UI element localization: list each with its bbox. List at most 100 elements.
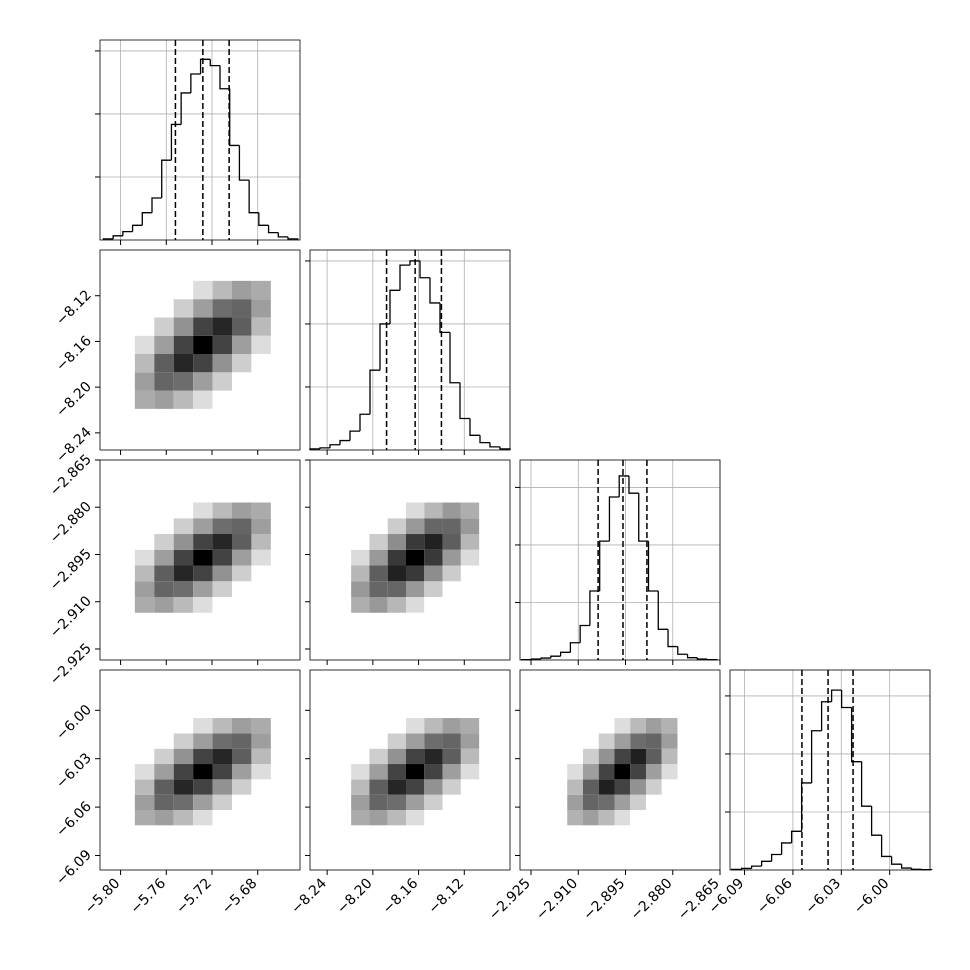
density-cell xyxy=(582,779,599,795)
panel-frame xyxy=(309,249,511,451)
density-cell xyxy=(193,779,213,795)
density-cell xyxy=(173,390,194,409)
histogram-bin xyxy=(277,232,288,238)
density-cell xyxy=(567,718,583,734)
density-cell xyxy=(134,733,155,749)
density-cell xyxy=(232,372,252,391)
density-cell xyxy=(369,733,388,749)
density-cell xyxy=(154,810,174,826)
density-cell xyxy=(154,502,174,519)
density-cell xyxy=(154,748,174,765)
panel-frame xyxy=(519,669,721,871)
panel-frame xyxy=(309,459,511,661)
density-cell xyxy=(614,779,631,795)
density-cell xyxy=(212,502,232,519)
x-tick-label: −5.68 xyxy=(219,876,261,918)
density-cell xyxy=(645,764,662,780)
density-cell xyxy=(251,549,271,566)
histogram-bin xyxy=(657,590,669,630)
density-cell xyxy=(598,810,615,826)
density-cell xyxy=(193,764,213,780)
density-cell xyxy=(154,518,174,535)
density-cell xyxy=(614,810,631,826)
density-cell xyxy=(232,518,252,535)
density-cell xyxy=(387,565,406,582)
histogram-bin xyxy=(900,864,912,869)
density-cell xyxy=(598,764,615,780)
density-cell xyxy=(134,597,155,613)
density-cell xyxy=(614,794,631,810)
density-cell xyxy=(193,718,213,734)
density-cell xyxy=(630,764,646,780)
density-cell xyxy=(630,779,646,795)
density-cell xyxy=(232,794,252,810)
histogram-bin xyxy=(359,413,370,432)
density-cell xyxy=(134,581,155,598)
density-cell xyxy=(212,280,232,300)
density-cell xyxy=(598,779,615,795)
density-cell xyxy=(406,597,425,613)
density-cell xyxy=(582,794,599,810)
density-cell xyxy=(232,280,252,300)
density-cell xyxy=(460,764,480,780)
density-cell xyxy=(406,733,425,749)
density-cell xyxy=(173,597,194,613)
density-cell xyxy=(154,549,174,566)
density-cell xyxy=(232,748,252,765)
x-tick-label: −2.880 xyxy=(628,876,676,924)
density-cell xyxy=(134,317,155,336)
histogram-bin xyxy=(287,236,299,240)
density-cell xyxy=(369,779,388,795)
density-cell xyxy=(661,764,678,780)
density-cell xyxy=(406,518,425,535)
x-tick-label: −2.895 xyxy=(580,876,628,924)
x-tick-label: −8.16 xyxy=(380,875,422,917)
histogram-bin xyxy=(750,865,762,869)
histogram-bin xyxy=(449,332,460,384)
density-cell xyxy=(154,597,174,613)
density-cell xyxy=(173,534,194,550)
histogram-bin xyxy=(429,277,440,304)
x-tick-label: −8.24 xyxy=(288,875,330,917)
density-cell xyxy=(351,502,370,519)
density-cell xyxy=(154,317,174,336)
density-cell xyxy=(173,335,194,354)
density-cell xyxy=(134,502,155,519)
histogram-bin xyxy=(399,264,410,291)
density-cell xyxy=(134,748,155,765)
density-cell xyxy=(232,502,252,519)
density-cell xyxy=(351,764,370,780)
density-cell xyxy=(460,779,480,795)
density-cell xyxy=(193,549,213,566)
density-cell xyxy=(251,581,271,598)
density-cell xyxy=(424,518,443,535)
density-cell xyxy=(251,733,271,749)
y-tick-label: −2.910 xyxy=(47,593,95,641)
density-cell xyxy=(232,317,252,336)
density-cell xyxy=(173,748,194,765)
histogram-bin xyxy=(550,655,561,659)
density-cell xyxy=(442,794,461,810)
density-cell xyxy=(351,549,370,566)
x-tick-label: −8.12 xyxy=(425,876,467,918)
histogram-bin xyxy=(267,225,279,234)
density-cell xyxy=(351,748,370,765)
density-cell xyxy=(460,549,480,566)
histogram-bin xyxy=(540,657,551,660)
density-cell xyxy=(442,718,461,734)
density-cell xyxy=(212,354,232,373)
density-cell xyxy=(567,794,583,810)
density-cell xyxy=(193,597,213,613)
density-cell xyxy=(212,299,232,318)
density-cell xyxy=(212,794,232,810)
density-cell xyxy=(212,372,232,391)
density-cell xyxy=(212,518,232,535)
density-cell xyxy=(251,810,271,826)
y-tick-label: −8.20 xyxy=(53,379,95,421)
density-cell xyxy=(351,779,370,795)
density-cell xyxy=(351,534,370,550)
density-cell xyxy=(134,549,155,566)
density-cell xyxy=(193,354,213,373)
density-cell xyxy=(406,794,425,810)
density-cell xyxy=(406,748,425,765)
